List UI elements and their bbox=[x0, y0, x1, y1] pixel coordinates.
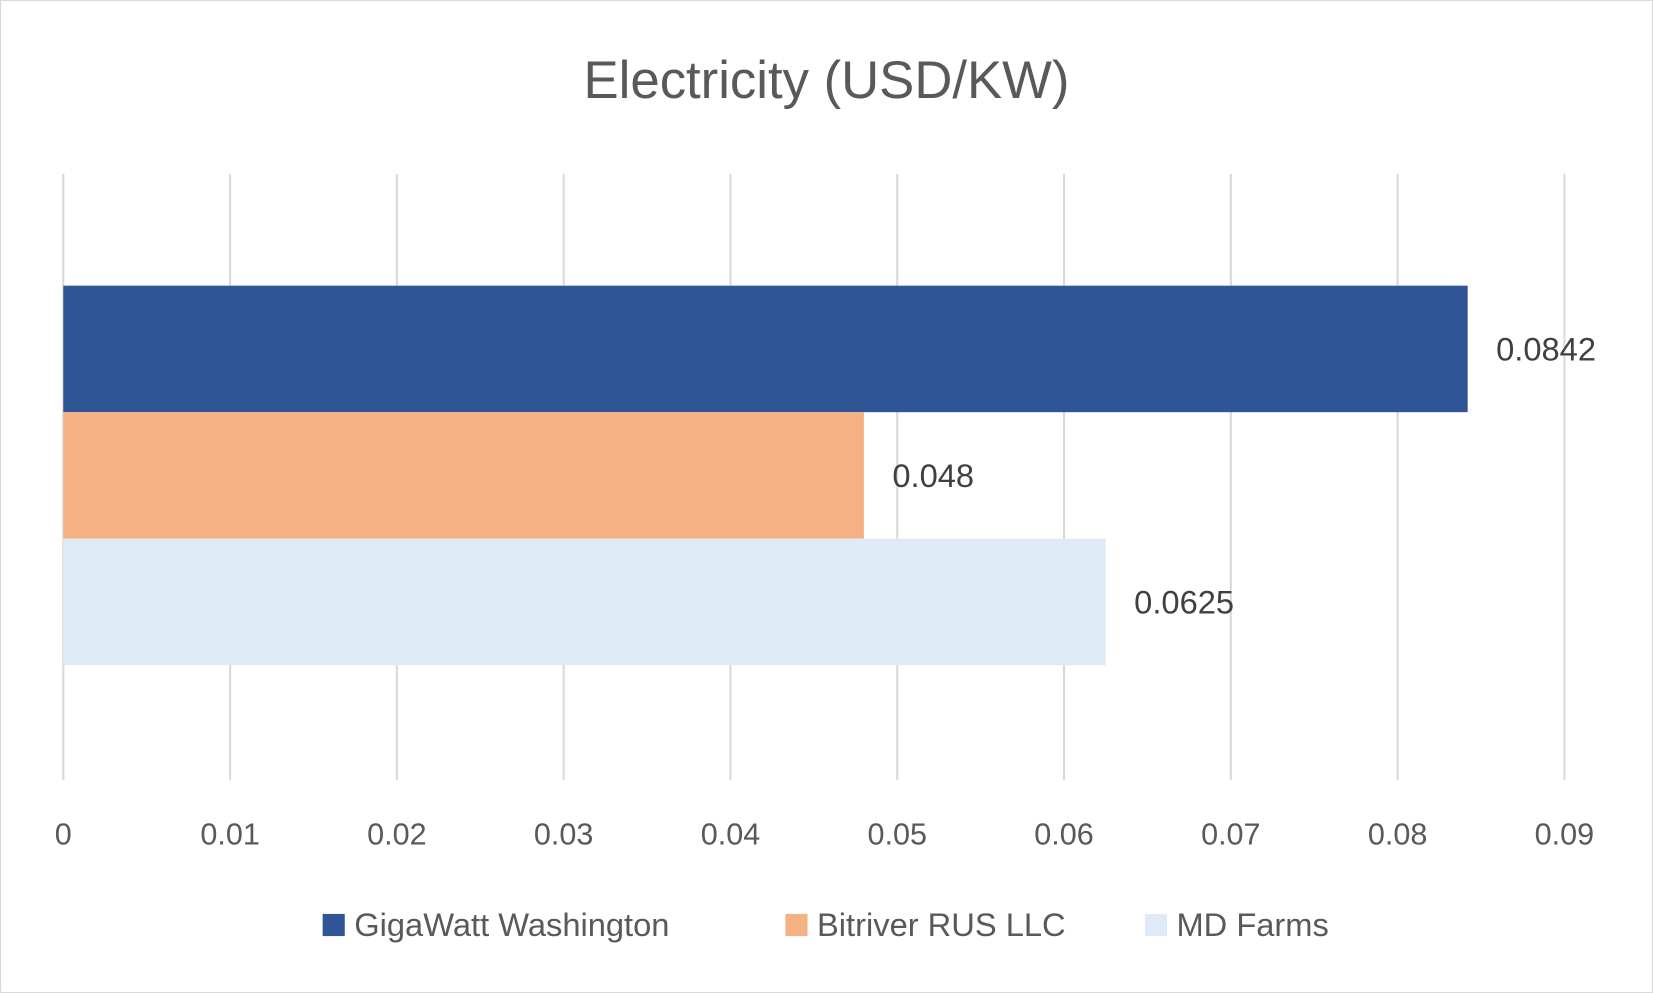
data-label: 0.048 bbox=[892, 457, 974, 494]
legend-swatch bbox=[322, 913, 345, 937]
gridlines bbox=[62, 173, 1566, 781]
data-labels: 0.0842 0.048 0.0625 bbox=[892, 331, 1596, 621]
legend-label: Bitriver RUS LLC bbox=[817, 906, 1066, 943]
data-label: 0.0842 bbox=[1496, 331, 1596, 368]
chart-title: Electricity (USD/KW) bbox=[584, 51, 1070, 110]
legend-item: MD Farms bbox=[1144, 906, 1329, 943]
legend-item: Bitriver RUS LLC bbox=[785, 906, 1066, 943]
data-label: 0.0625 bbox=[1134, 584, 1234, 621]
x-tick-label: 0.04 bbox=[701, 817, 760, 851]
x-tick-label: 0 bbox=[55, 817, 72, 851]
legend-label: MD Farms bbox=[1176, 906, 1328, 943]
legend-item: GigaWatt Washington bbox=[322, 906, 669, 943]
x-tick-label: 0.08 bbox=[1368, 817, 1427, 851]
x-tick-label: 0.05 bbox=[868, 817, 927, 851]
x-tick-label: 0.09 bbox=[1535, 817, 1594, 851]
legend-label: GigaWatt Washington bbox=[354, 906, 669, 943]
x-tick-label: 0.06 bbox=[1034, 817, 1093, 851]
legend: GigaWatt Washington Bitriver RUS LLC MD Fa… bbox=[322, 906, 1329, 943]
x-tick-label: 0.03 bbox=[534, 817, 593, 851]
bar-bitriver-rus-llc bbox=[63, 412, 864, 539]
x-tick-labels: 0 0.01 0.02 0.03 0.04 0.05 0.06 0.07 0.08 0.09 bbox=[55, 817, 1594, 851]
bar-md-farms bbox=[63, 538, 1106, 666]
x-tick-label: 0.07 bbox=[1201, 817, 1260, 851]
bars bbox=[63, 285, 1468, 666]
legend-swatch bbox=[785, 913, 808, 937]
bar-gigawatt-washington bbox=[63, 285, 1468, 413]
legend-swatch bbox=[1144, 913, 1167, 937]
x-tick-label: 0.02 bbox=[367, 817, 426, 851]
x-tick-label: 0.01 bbox=[200, 817, 259, 851]
